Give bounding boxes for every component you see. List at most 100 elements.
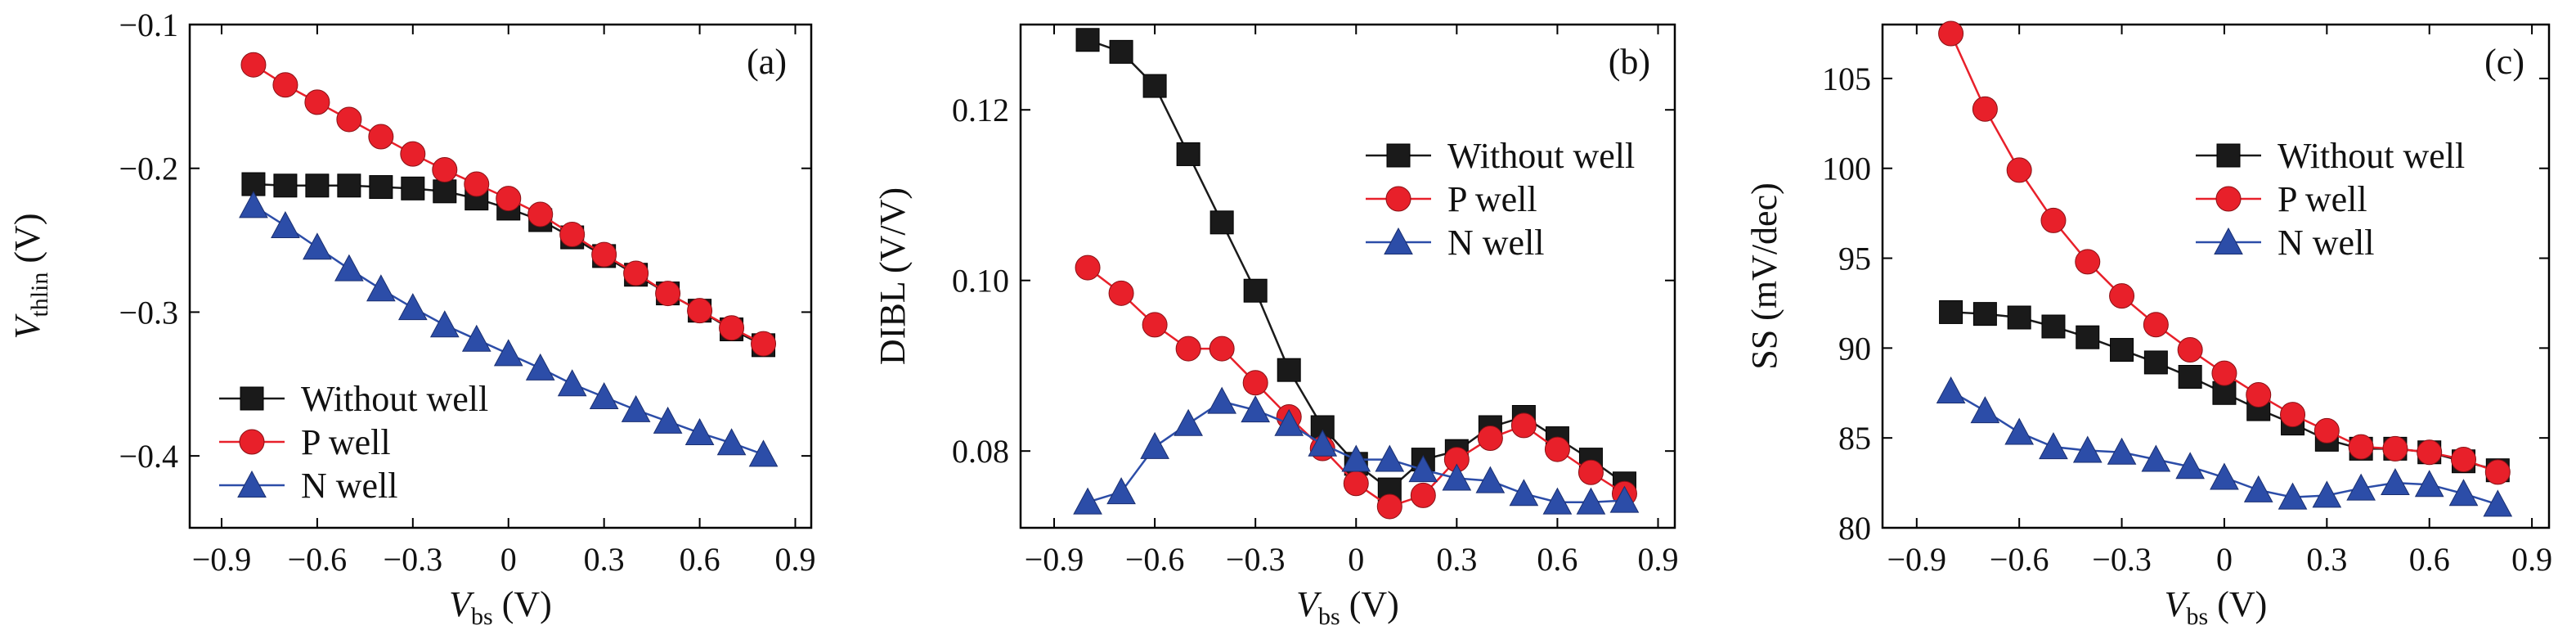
data-point [273,173,298,198]
data-point [2004,417,2035,445]
data-point [557,369,587,397]
y-tick-label: 95 [1838,241,1871,277]
y-tick-label: 105 [1822,61,1871,97]
x-tick-label: −0.6 [1990,541,2049,578]
data-point [2110,338,2134,363]
data-point [2414,470,2444,498]
data-point [334,254,364,281]
data-point [2312,480,2342,508]
data-point [1073,487,1102,515]
data-point [2243,475,2273,502]
data-point [1308,429,1338,457]
data-point [368,124,394,150]
legend-marker [1385,186,1411,212]
x-tick-label: 0.9 [1637,541,1678,578]
data-point [653,406,683,434]
data-point [1274,408,1304,436]
series-n-well [1936,376,2513,517]
data-point [748,439,779,467]
x-axis-title: Vbs (V) [2165,584,2268,630]
data-point [589,382,619,410]
y-tick-label: −0.1 [119,7,178,43]
y-axis-title: SS (mV/dec) [1744,182,1784,370]
data-point [2175,452,2205,480]
data-point [1936,376,1966,404]
data-point [1970,396,2000,424]
data-point [272,72,298,98]
data-point [2075,249,2101,275]
data-point [591,241,617,268]
data-point [2007,305,2031,330]
series-p-well [1938,20,2511,485]
data-point [369,175,393,200]
legend-marker [237,470,267,498]
data-point [1376,493,1402,520]
data-point [1544,436,1570,462]
data-point [1207,386,1236,414]
data-point [2451,447,2477,473]
data-point [305,173,330,198]
data-point [464,171,490,197]
x-tick-label: 0.6 [680,541,720,578]
data-point [2041,314,2066,339]
data-point [1277,358,1301,382]
data-point [433,179,457,204]
legend-marker [239,429,265,455]
data-point [687,298,713,324]
data-point [2006,157,2032,183]
data-point [559,222,586,248]
data-point [1609,485,1640,513]
data-point [621,394,651,422]
data-point [2348,434,2374,460]
data-point [1174,408,1203,436]
data-point [2483,489,2513,517]
data-point [2072,435,2103,463]
data-point [461,324,491,352]
data-point [2141,444,2171,472]
data-point [271,210,300,238]
data-point [1243,278,1268,303]
data-point [1242,370,1268,396]
x-tick-label: 0 [2216,541,2233,578]
y-axis-title: Vthlin (V) [7,214,53,340]
x-tick-label: 0.3 [1436,541,1477,578]
chart-panel-a: −0.9 −0.6 −0.3 0 0.3 0.6 0.9 −0.4 −0.3 −0.2 −0.1 Vb… [7,7,816,630]
data-point [719,315,745,341]
x-tick-label: −0.3 [2092,541,2152,578]
legend-marker [2216,143,2241,168]
data-point [1510,412,1537,439]
data-point [2039,432,2068,460]
data-point [1176,142,1200,166]
y-tick-label: 80 [1838,510,1871,547]
data-point [1140,431,1169,459]
x-tick-label: 0 [1348,541,1364,578]
data-point [432,156,458,182]
data-point [240,52,267,78]
data-point [2178,365,2202,389]
plot-frame [188,23,813,529]
data-point [2278,482,2308,510]
series-p-well [1075,254,1637,520]
data-point [2107,437,2137,465]
data-point [2280,402,2306,428]
x-tick-label: −0.3 [1226,541,1286,578]
panel-tag: (b) [1609,42,1650,82]
x-tick-label: −0.6 [1125,541,1185,578]
x-tick-label: 0.9 [775,541,816,578]
data-point [429,310,460,338]
y-tick-label: 100 [1822,151,1871,187]
legend-label: P well [301,422,391,462]
data-point [1408,455,1438,483]
y-tick-label: 0.12 [952,92,1009,128]
data-point [716,428,747,456]
series-n-well [239,191,779,467]
data-point [2382,435,2408,462]
data-point [1209,210,1234,235]
x-tick-label: −0.3 [384,541,443,578]
data-point [400,141,426,167]
data-point [1410,482,1436,508]
y-tick-label: 0.08 [952,433,1009,470]
data-point [1142,312,1168,338]
data-point [1075,28,1100,52]
